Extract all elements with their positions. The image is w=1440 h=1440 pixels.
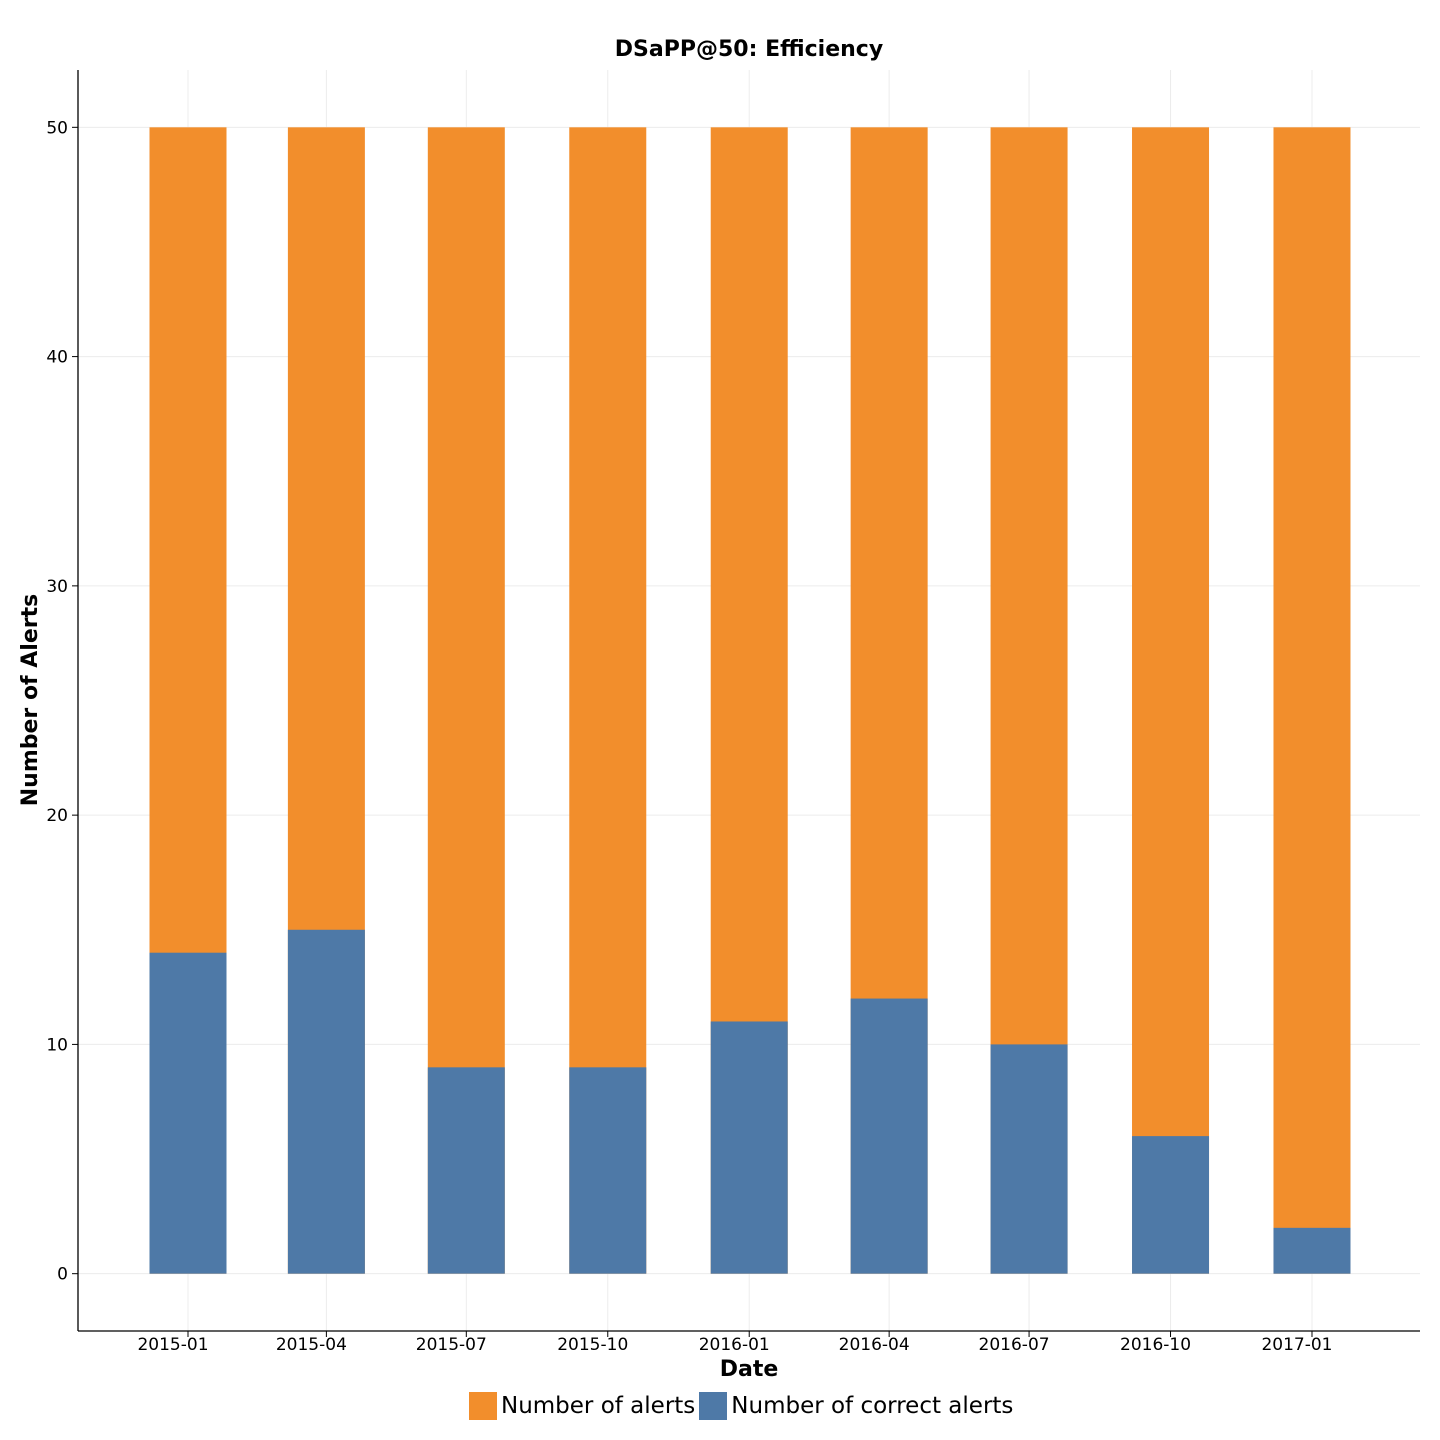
bar-number-of-correct-alerts (990, 1044, 1068, 1274)
y-tick-label: 30 (46, 577, 68, 597)
x-axis-label: Date (720, 1357, 779, 1382)
bar-number-of-correct-alerts (1132, 1136, 1210, 1274)
legend: Number of alerts Number of correct alert… (469, 1392, 1017, 1420)
x-tick-label: 2015-10 (557, 1335, 628, 1355)
legend-label-correct-alerts: Number of correct alerts (731, 1393, 1014, 1419)
x-tick-label: 2015-04 (276, 1335, 347, 1355)
x-tick-label: 2017-01 (1261, 1335, 1332, 1355)
x-tick-label: 2016-04 (839, 1335, 910, 1355)
chart-title: DSaPP@50: Efficiency (615, 37, 883, 62)
x-tick-label: 2016-07 (979, 1335, 1050, 1355)
bar-number-of-correct-alerts (1273, 1227, 1351, 1274)
bar-number-of-correct-alerts (427, 1067, 505, 1274)
x-tick-label: 2015-07 (416, 1335, 487, 1355)
bar-number-of-correct-alerts (149, 952, 227, 1274)
legend-item-correct-alerts: Number of correct alerts (699, 1392, 1013, 1420)
bar-number-of-correct-alerts (287, 929, 365, 1274)
x-tick-label: 2016-01 (699, 1335, 770, 1355)
y-tick-label: 0 (57, 1265, 68, 1285)
y-tick-label: 20 (46, 806, 68, 826)
bar-number-of-correct-alerts (569, 1067, 647, 1274)
y-axis-label: Number of Alerts (18, 594, 43, 806)
y-tick-label: 50 (46, 118, 68, 138)
legend-item-alerts: Number of alerts (469, 1392, 695, 1420)
legend-label-alerts: Number of alerts (501, 1393, 696, 1419)
bar-number-of-correct-alerts (710, 1021, 788, 1274)
legend-swatch-correct-alerts (699, 1392, 728, 1420)
y-tick-label: 10 (46, 1035, 68, 1055)
bar-number-of-alerts (1273, 127, 1351, 1274)
legend-swatch-alerts (469, 1392, 497, 1420)
bar-number-of-correct-alerts (850, 998, 928, 1274)
x-tick-label: 2016-10 (1120, 1335, 1191, 1355)
y-tick-label: 40 (46, 348, 68, 368)
bar-number-of-alerts (1132, 127, 1210, 1274)
x-tick-label: 2015-01 (137, 1335, 208, 1355)
